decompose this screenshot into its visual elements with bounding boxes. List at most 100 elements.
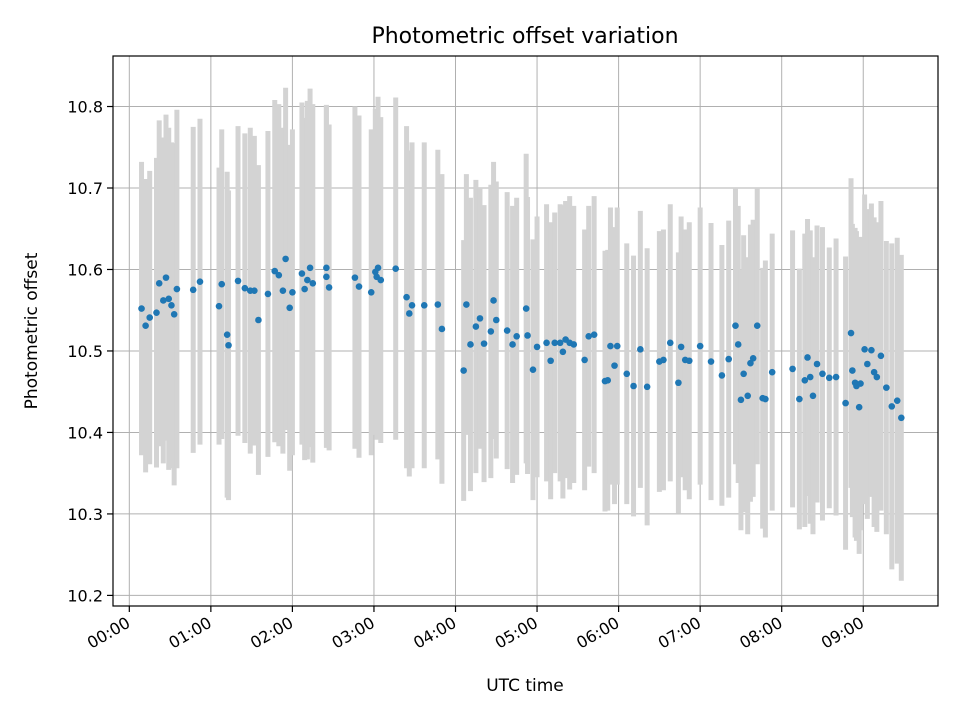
data-point: [377, 276, 385, 284]
data-point: [607, 342, 614, 350]
data-point: [275, 271, 283, 279]
data-point: [643, 383, 651, 391]
data-point: [857, 380, 864, 387]
data-point: [301, 285, 308, 293]
data-point: [547, 357, 554, 365]
data-points: [138, 255, 905, 422]
y-tick-label: 10.2: [67, 586, 103, 605]
data-point: [806, 373, 814, 381]
data-point: [264, 290, 272, 298]
data-point: [325, 284, 333, 291]
data-point: [749, 354, 757, 362]
data-point: [487, 328, 495, 335]
data-point: [374, 264, 382, 272]
data-point: [898, 414, 905, 422]
y-tick-label: 10.8: [67, 98, 103, 117]
data-point: [666, 339, 674, 347]
data-point: [323, 273, 330, 281]
data-point: [351, 274, 359, 281]
data-point: [789, 365, 796, 373]
data-point: [223, 331, 231, 338]
data-point: [420, 302, 428, 309]
data-point: [513, 332, 520, 340]
data-point: [762, 395, 769, 403]
data-point: [543, 339, 550, 347]
data-point: [677, 343, 685, 351]
data-point: [165, 295, 173, 303]
plot-frame: [112, 55, 939, 607]
data-point: [304, 276, 311, 284]
data-point: [196, 278, 204, 286]
data-point: [490, 297, 497, 304]
data-point: [159, 297, 167, 304]
data-point: [696, 342, 704, 350]
data-point: [740, 370, 747, 378]
data-point: [463, 301, 470, 308]
data-point: [392, 265, 400, 272]
data-point: [367, 288, 375, 296]
data-point: [707, 358, 715, 365]
data-point: [551, 339, 559, 347]
data-point: [768, 368, 776, 376]
data-point: [279, 287, 287, 294]
data-point: [142, 322, 149, 330]
y-tick-label: 10.6: [67, 260, 103, 279]
data-point: [747, 359, 754, 367]
data-point: [590, 331, 598, 338]
data-point: [718, 372, 726, 379]
data-point: [289, 288, 296, 296]
data-point: [438, 325, 446, 333]
data-point: [611, 362, 618, 369]
data-point: [255, 316, 262, 324]
data-point: [864, 360, 871, 368]
y-tick-label: 10.4: [67, 423, 103, 442]
data-point: [842, 399, 849, 407]
data-point: [581, 356, 588, 364]
y-tick-label: 10.7: [67, 179, 103, 198]
data-point: [434, 301, 442, 308]
data-point: [138, 305, 145, 312]
data-point: [877, 352, 885, 360]
data-point: [146, 314, 153, 321]
data-point: [355, 283, 363, 290]
data-point: [819, 370, 826, 378]
data-point: [870, 368, 878, 376]
data-point: [323, 264, 330, 272]
data-point: [162, 274, 170, 281]
data-point: [153, 309, 160, 316]
data-point: [522, 305, 530, 312]
data-point: [533, 343, 541, 351]
data-point: [524, 332, 531, 339]
data-point: [801, 376, 809, 384]
data-point: [570, 341, 578, 348]
data-point: [286, 304, 293, 312]
data-point: [737, 396, 745, 404]
data-point: [234, 277, 242, 285]
data-point: [888, 403, 896, 410]
data-point: [467, 341, 474, 348]
data-point: [660, 356, 667, 364]
data-point: [173, 285, 181, 293]
data-point: [480, 340, 488, 347]
data-point: [476, 315, 484, 322]
data-point: [825, 374, 833, 382]
data-point: [725, 355, 732, 363]
data-point: [492, 316, 500, 324]
y-axis-label: Photometric offset: [22, 252, 42, 409]
data-point: [734, 341, 742, 348]
data-point: [559, 348, 567, 356]
data-point: [585, 332, 593, 340]
y-tick-label: 10.3: [67, 505, 103, 524]
data-point: [405, 310, 413, 317]
data-point: [849, 367, 856, 374]
data-point: [503, 327, 511, 334]
data-point: [604, 376, 612, 384]
data-point: [685, 357, 693, 365]
data-point: [460, 367, 467, 374]
data-point: [298, 270, 306, 277]
data-point: [855, 403, 863, 411]
data-point: [155, 280, 163, 287]
data-point: [732, 322, 739, 330]
data-point: [408, 302, 416, 309]
